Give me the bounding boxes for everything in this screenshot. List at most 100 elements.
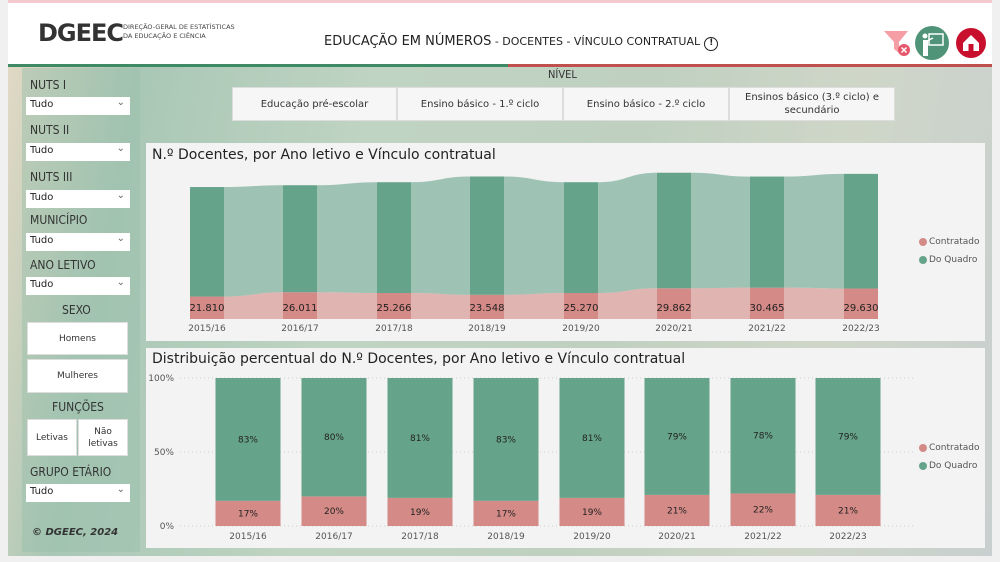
- bar-contratado[interactable]: [301, 496, 367, 526]
- nivel-button[interactable]: Ensino básico - 1.º ciclo: [397, 87, 563, 121]
- divider: [8, 64, 508, 67]
- legend-do-quadro: Do Quadro: [919, 255, 977, 265]
- clear-filter-icon[interactable]: [882, 29, 914, 61]
- chart-panel-percent: Distribuição percentual do N.º Docentes,…: [146, 348, 985, 548]
- x-tick-label: 2021/22: [744, 532, 781, 542]
- filter-dropdown[interactable]: Tudo ⌄: [26, 97, 130, 115]
- data-label: 29.862: [657, 303, 692, 314]
- grupo-etario-dropdown[interactable]: Tudo ⌄: [26, 484, 130, 502]
- x-tick-label: 2018/19: [487, 532, 525, 542]
- data-label: 21.810: [190, 303, 225, 314]
- ribbon-contratado: [224, 292, 283, 319]
- bar-do-quadro[interactable]: [215, 378, 281, 501]
- funcoes-nao-letivas-button[interactable]: Não letivas: [78, 419, 128, 456]
- data-label: 26.011: [283, 303, 318, 314]
- bar-do-quadro[interactable]: [644, 378, 710, 495]
- filter-dropdown[interactable]: Tudo ⌄: [26, 143, 130, 161]
- y-tick-label: 0%: [160, 522, 175, 532]
- chevron-down-icon: ⌄: [116, 484, 125, 495]
- chevron-down-icon: ⌄: [116, 97, 125, 108]
- bar-do-quadro[interactable]: [190, 187, 224, 297]
- bar-do-quadro[interactable]: [387, 378, 453, 498]
- data-label: 23.548: [470, 303, 505, 314]
- bar-do-quadro[interactable]: [564, 182, 598, 294]
- data-label: 83%: [238, 435, 258, 445]
- bar-contratado[interactable]: [559, 497, 625, 526]
- teacher-icon[interactable]: [915, 26, 949, 60]
- bar-contratado[interactable]: [815, 494, 881, 526]
- bar-do-quadro[interactable]: [730, 378, 796, 494]
- bar-contratado[interactable]: [564, 293, 598, 319]
- home-icon[interactable]: [956, 28, 986, 58]
- bar-contratado[interactable]: [844, 288, 878, 319]
- filter-dropdown[interactable]: Tudo ⌄: [26, 277, 130, 295]
- chevron-down-icon: ⌄: [116, 143, 125, 154]
- chart-panel-counts: N.º Docentes, por Ano letivo e Vínculo c…: [146, 143, 985, 341]
- funcoes-label: FUNÇÕES: [52, 400, 104, 414]
- ribbon-do-quadro: [784, 173, 844, 289]
- data-label: 78%: [753, 432, 773, 442]
- bar-do-quadro[interactable]: [283, 185, 317, 293]
- data-label: 81%: [582, 434, 602, 444]
- x-tick-label: 2015/16: [188, 324, 226, 334]
- bar-do-quadro[interactable]: [815, 378, 881, 495]
- ribbon-do-quadro: [224, 185, 283, 297]
- chart-title: N.º Docentes, por Ano letivo e Vínculo c…: [152, 147, 496, 163]
- ribbon-contratado: [598, 288, 657, 319]
- y-tick-label: 50%: [154, 448, 174, 458]
- bar-contratado[interactable]: [473, 500, 539, 526]
- nivel-label: NÍVEL: [548, 68, 577, 81]
- filter-dropdown[interactable]: Tudo ⌄: [26, 233, 130, 251]
- sexo-mulheres-button[interactable]: Mulheres: [27, 359, 128, 393]
- x-tick-label: 2017/18: [375, 324, 413, 334]
- bar-contratado[interactable]: [387, 497, 453, 526]
- ribbon-do-quadro: [411, 176, 470, 295]
- bar-do-quadro[interactable]: [750, 176, 784, 288]
- x-tick-label: 2019/20: [562, 324, 600, 334]
- sexo-homens-button[interactable]: Homens: [27, 322, 128, 355]
- bar-contratado[interactable]: [190, 296, 224, 319]
- data-label: 22%: [753, 506, 773, 516]
- nivel-button[interactable]: Ensino básico - 2.º ciclo: [563, 87, 729, 121]
- bar-do-quadro[interactable]: [301, 378, 367, 497]
- legend-contratado: Contratado: [919, 443, 980, 453]
- nivel-button[interactable]: Educação pré-escolar: [232, 87, 397, 121]
- ribbon-contratado: [784, 287, 844, 319]
- bar-contratado[interactable]: [215, 500, 281, 526]
- bar-do-quadro[interactable]: [473, 378, 539, 501]
- bar-do-quadro[interactable]: [657, 172, 691, 289]
- data-label: 19%: [410, 508, 430, 518]
- legend-do-quadro: Do Quadro: [919, 461, 977, 471]
- bar-contratado[interactable]: [283, 292, 317, 319]
- bar-do-quadro[interactable]: [844, 173, 878, 289]
- bar-contratado[interactable]: [750, 287, 784, 319]
- bar-do-quadro[interactable]: [559, 378, 625, 498]
- bar-contratado[interactable]: [730, 493, 796, 526]
- funcoes-letivas-button[interactable]: Letivas: [27, 419, 77, 456]
- filter-label: NUTS II: [30, 123, 70, 137]
- sexo-label: SEXO: [62, 303, 91, 317]
- data-label: 21%: [838, 506, 858, 516]
- info-icon[interactable]: !: [704, 37, 719, 51]
- y-tick-label: 100%: [148, 374, 174, 384]
- x-tick-label: 2019/20: [573, 532, 611, 542]
- bar-do-quadro[interactable]: [470, 176, 504, 295]
- bar-contratado[interactable]: [644, 494, 710, 526]
- logo: DGEEC: [38, 19, 124, 47]
- grupo-etario-label: GRUPO ETÁRIO: [30, 465, 112, 479]
- bar-contratado[interactable]: [377, 293, 411, 319]
- x-tick-label: 2021/22: [748, 324, 785, 334]
- org-name: DIREÇÃO-GERAL DE ESTATÍSTICAS DA EDUCAÇÃO…: [123, 23, 235, 40]
- filter-dropdown[interactable]: Tudo ⌄: [26, 190, 130, 208]
- chevron-down-icon: ⌄: [116, 233, 125, 244]
- nivel-button[interactable]: Ensinos básico (3.º ciclo) e secundário: [729, 87, 895, 121]
- bar-do-quadro[interactable]: [377, 182, 411, 294]
- data-label: 79%: [838, 432, 858, 442]
- bar-contratado[interactable]: [470, 294, 504, 319]
- divider: [508, 64, 992, 67]
- copyright: © DGEEC, 2024: [32, 527, 119, 538]
- x-tick-label: 2022/23: [829, 532, 866, 542]
- bar-contratado[interactable]: [657, 288, 691, 319]
- data-label: 25.270: [564, 303, 599, 314]
- legend-contratado: Contratado: [919, 237, 980, 247]
